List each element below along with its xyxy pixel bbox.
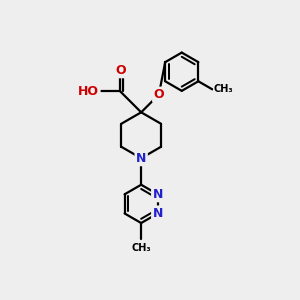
Text: N: N [153, 188, 163, 201]
Text: N: N [136, 152, 146, 165]
Text: HO: HO [78, 85, 99, 98]
Text: CH₃: CH₃ [131, 243, 151, 253]
Text: O: O [154, 88, 164, 101]
Text: N: N [153, 207, 163, 220]
Text: O: O [115, 64, 126, 77]
Text: CH₃: CH₃ [214, 84, 233, 94]
